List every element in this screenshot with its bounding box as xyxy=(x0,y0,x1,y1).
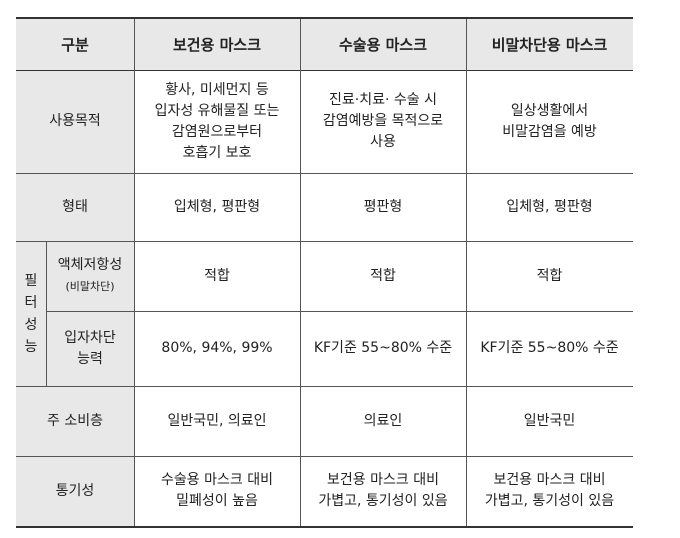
col-divider xyxy=(134,19,135,526)
consumer-health: 일반국민, 의료인 xyxy=(167,412,267,429)
header-surgical-mask: 수술용 마스크 xyxy=(338,36,428,54)
particle-surgical: KF기준 55~80% 수준 xyxy=(313,340,453,356)
shape-surgical: 평판형 xyxy=(363,198,403,215)
row-divider xyxy=(16,173,633,174)
liquid-label-main: 액체저항성 xyxy=(57,257,123,273)
liquid-droplet: 적합 xyxy=(536,267,563,284)
header-row-bg xyxy=(16,19,633,70)
col-divider xyxy=(300,19,301,526)
filter-group-label: 필 터 성 능 xyxy=(24,272,38,355)
shape-label: 형태 xyxy=(62,198,88,215)
comparison-table: 구분 보건용 마스크 수술용 마스크 비말차단용 마스크 사용목적 황사, 미세… xyxy=(16,17,633,528)
header-category: 구분 xyxy=(61,36,89,54)
purpose-droplet: 일상생활에서 비말감염을 예방 xyxy=(502,102,597,140)
breath-droplet: 보건용 마스크 대비 가볍고, 통기성이 있음 xyxy=(484,472,615,509)
col-divider xyxy=(466,19,467,526)
liquid-label: 액체저항성 (비말차단) xyxy=(46,241,134,311)
row-divider xyxy=(16,386,633,387)
purpose-health: 황사, 미세먼지 등 입자성 유해물질 또는 감염원으로부터 호흡기 보호 xyxy=(154,81,280,161)
header-health-mask: 보건용 마스크 xyxy=(172,36,262,54)
col-divider xyxy=(46,241,47,386)
breath-surgical: 보건용 마스크 대비 가볍고, 통기성이 있음 xyxy=(318,472,448,509)
particle-label: 입자차단 능력 xyxy=(64,329,116,367)
particle-droplet: KF기준 55~80% 수준 xyxy=(480,340,619,356)
consumer-label: 주 소비층 xyxy=(47,412,103,429)
breath-health: 수술용 마스크 대비 밀폐성이 높음 xyxy=(161,472,273,509)
purpose-surgical: 진료·치료· 수술 시 감염예방을 목적으로 사용 xyxy=(322,92,444,150)
shape-health: 입체형, 평판형 xyxy=(173,198,261,215)
liquid-health: 적합 xyxy=(204,267,230,284)
particle-health: 80%, 94%, 99% xyxy=(161,340,273,356)
breath-label: 통기성 xyxy=(55,482,95,499)
purpose-label: 사용목적 xyxy=(49,113,101,129)
row-divider xyxy=(16,241,633,242)
shape-droplet: 입체형, 평판형 xyxy=(506,198,593,215)
label-column-bg xyxy=(16,70,134,526)
consumer-droplet: 일반국민 xyxy=(523,412,576,429)
header-droplet-mask: 비말차단용 마스크 xyxy=(491,36,608,54)
consumer-surgical: 의료인 xyxy=(363,412,403,429)
row-divider xyxy=(46,311,633,312)
liquid-label-sub: (비말차단) xyxy=(65,280,115,293)
row-divider xyxy=(16,456,633,457)
header-divider xyxy=(16,70,633,71)
liquid-surgical: 적합 xyxy=(370,267,396,284)
